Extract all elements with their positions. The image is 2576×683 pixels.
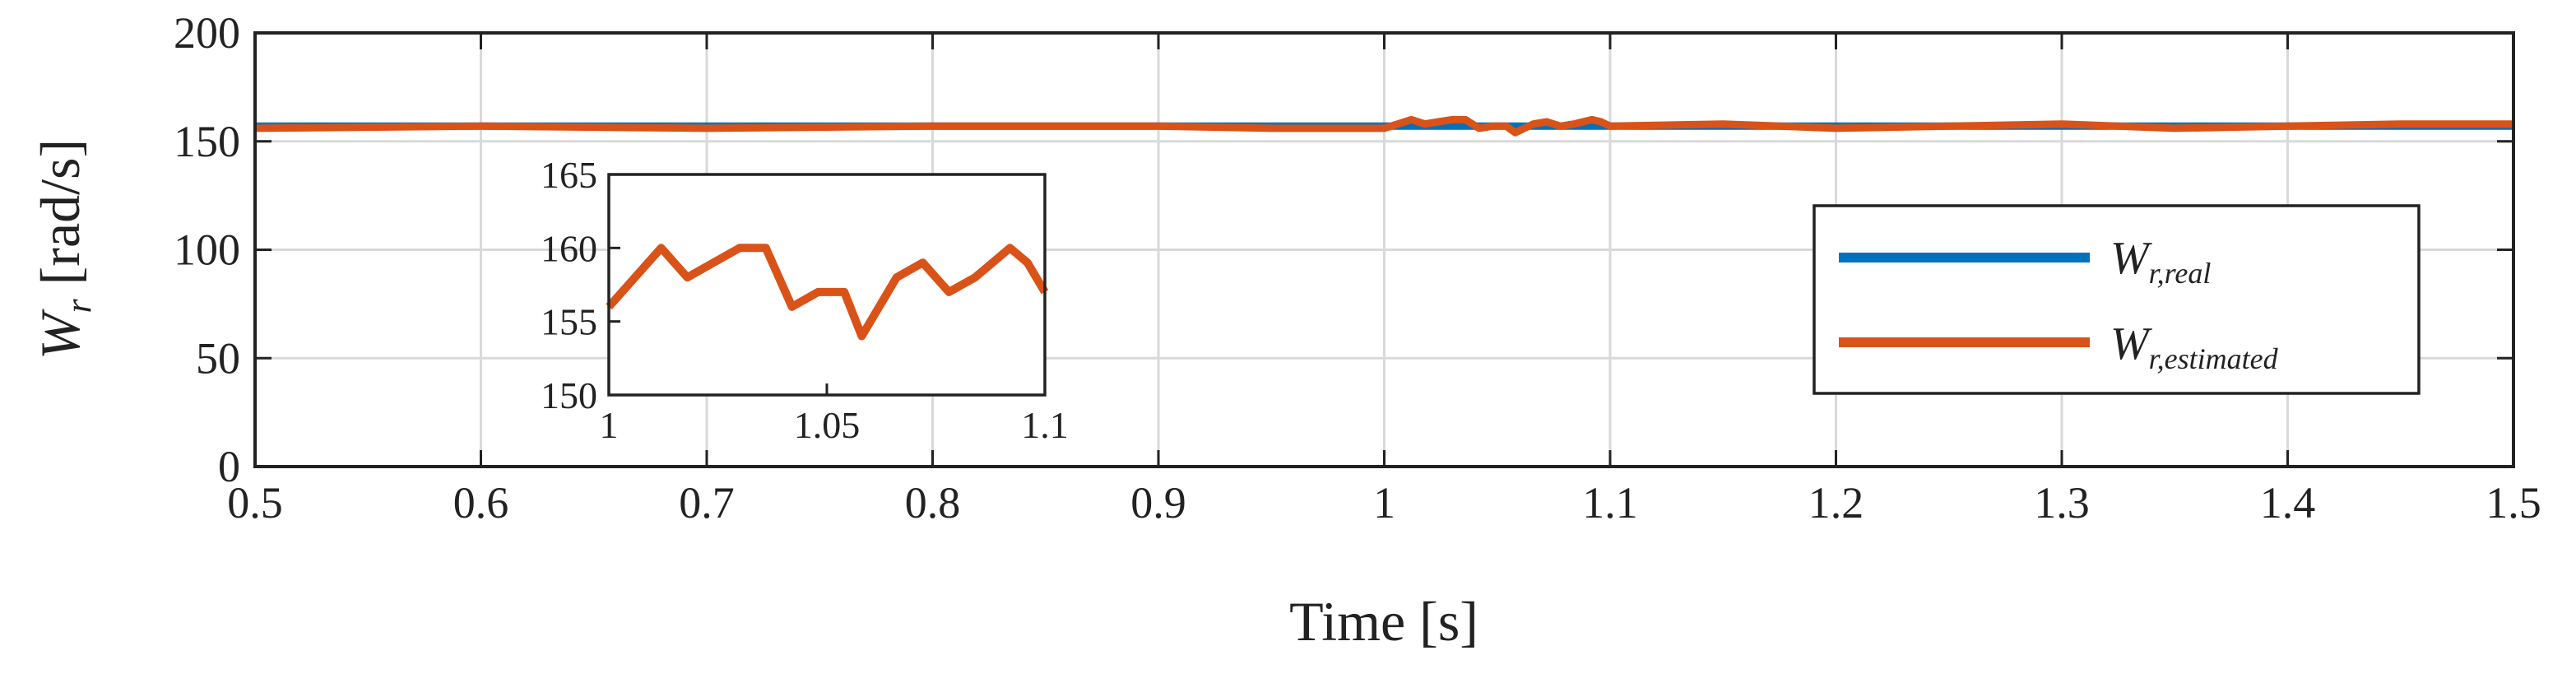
inset-x-tick-label: 1.1 [1021,404,1069,446]
y-tick-label: 50 [196,333,240,383]
inset-ticks [607,173,1047,397]
inset-area [609,174,1045,395]
y-tick-label: 100 [174,225,240,275]
y-axis-label-subscript: r [58,298,99,313]
x-tick-label: 0.8 [905,478,961,527]
svg-text:Wr [rad/s]: Wr [rad/s] [29,139,99,360]
x-tick-label: 0.5 [227,478,283,527]
inset-plot: 1 1.05 1.1 150 155 160 165 [541,154,1069,446]
inset-y-tick-labels: 150 155 160 165 [541,154,597,416]
legend: Wr,real Wr,estimated [1812,204,2421,395]
x-tick-label: 1.5 [2485,478,2541,527]
inset-y-tick-label: 150 [541,374,597,416]
legend-box [1812,204,2421,395]
y-axis-label-symbol: W [29,309,91,360]
x-tick-label: 0.9 [1130,478,1186,527]
y-tick-label: 150 [174,117,240,166]
x-tick-label: 0.6 [453,478,509,527]
inset-series-line-estimated [606,244,1049,341]
ticks [253,31,2515,468]
x-tick-labels: 0.5 0.6 0.7 0.8 0.9 1 1.1 1.2 1.3 1.4 1.5 [227,478,2541,527]
x-tick-label: 1.1 [1582,478,1638,527]
inset-x-tick-label: 1.05 [794,404,861,446]
legend-label-real: Wr,real [2110,233,2211,290]
x-tick-label: 1 [1373,478,1395,527]
y-tick-labels: 0 50 100 150 200 [174,8,240,491]
inset-series-lines [606,244,1049,341]
x-tick-label: 1.2 [1808,478,1864,527]
inset-y-tick-label: 160 [541,227,597,269]
series-line-estimated [254,115,2513,137]
inset-x-tick-labels: 1 1.05 1.1 [600,404,1069,446]
y-axis-label-unit: [rad/s] [29,139,91,285]
y-tick-label: 200 [174,8,240,58]
x-tick-label: 0.7 [679,478,735,527]
series-lines [254,115,2513,137]
x-axis-label: Time [s] [1289,590,1478,653]
legend-label-estimated: Wr,estimated [2110,318,2279,375]
inset-x-tick-label: 1 [600,404,619,446]
y-axis-label: Wr [rad/s] [29,139,99,360]
inset-y-tick-label: 155 [541,301,597,343]
x-tick-label: 1.3 [2034,478,2090,527]
x-tick-label: 1.4 [2260,478,2316,527]
inset-y-tick-label: 165 [541,154,597,196]
y-tick-label: 0 [218,442,240,491]
